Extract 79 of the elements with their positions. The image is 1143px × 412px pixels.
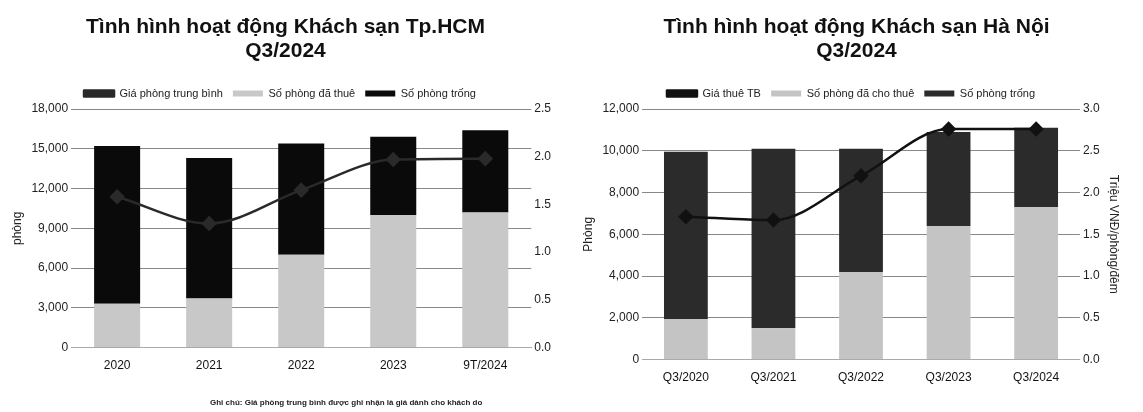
legend-label: Số phòng đã thuê: [268, 86, 356, 99]
point: [386, 152, 401, 167]
legend-label: Số phòng trống: [959, 86, 1036, 99]
y2-tick-label: 2.5: [534, 101, 552, 116]
point: [1028, 121, 1044, 137]
x-tick-label: 2020: [103, 358, 131, 373]
y2-tick-label: 1.0: [534, 244, 552, 259]
point: [201, 216, 217, 231]
y2-tick-label: 3.0: [1082, 101, 1100, 116]
y-tick-label: 12,000: [602, 101, 640, 116]
bar: [751, 328, 796, 360]
point: [293, 182, 309, 198]
y2-tick-label: 2.0: [534, 149, 552, 164]
bar: [94, 303, 141, 348]
y-tick-label: 6,000: [609, 226, 640, 241]
bar: [839, 271, 883, 360]
y-tick-label: 3,000: [38, 300, 69, 315]
bar: [1014, 127, 1059, 208]
x-tick-label: Q3/2021: [750, 370, 797, 385]
y-tick-label: 2,000: [609, 310, 640, 325]
y2-tick-label: 0.5: [534, 292, 552, 307]
y2-tick-label: 0.5: [1082, 310, 1100, 325]
bar: [663, 151, 708, 319]
y-tick-label: 4,000: [609, 268, 640, 283]
point: [766, 212, 781, 228]
bar: [751, 148, 796, 329]
bar: [186, 158, 233, 299]
bar: [370, 215, 417, 348]
x-tick-label: 2022: [287, 358, 315, 373]
legend-label: Số phòng trống: [400, 86, 476, 99]
y-tick-label: 0: [632, 351, 640, 366]
x-tick-label: 2021: [195, 358, 223, 373]
bar: [462, 130, 509, 213]
point: [478, 151, 493, 166]
chart-title: Tình hình hoạt động Khách sạn Tp.HCM Q3/2024: [85, 14, 486, 63]
y-axis-title: Phòng: [580, 216, 595, 252]
bar: [278, 143, 325, 255]
x-tick-label: Q3/2020: [662, 370, 710, 385]
text: Ghi chú: Giá phòng trung bình được ghi nhận là giá dành cho khách do: [210, 398, 483, 407]
y-tick-label: 8,000: [609, 184, 640, 199]
y-tick-label: 6,000: [38, 260, 69, 275]
legend-label: Giá phòng trung bình: [119, 86, 223, 99]
bar: [663, 318, 708, 360]
x-tick-label: Q3/2022: [837, 370, 885, 385]
y-tick-label: 18,000: [31, 101, 69, 116]
legend-label: Số phòng đã cho thuê: [806, 86, 915, 99]
x-tick-label: Q3/2024: [1013, 370, 1060, 385]
y-tick-label: 15,000: [31, 141, 69, 156]
bar: [370, 136, 417, 216]
chart-title: Tình hình hoạt động Khách sạn Hà Nội Q3/2024: [662, 14, 1051, 63]
y2-axis-title: Triệu VNĐ/phòng/đêm: [1107, 174, 1122, 294]
y-tick-label: 12,000: [31, 180, 69, 195]
point: [853, 168, 869, 184]
y2-tick-label: 1.0: [1082, 268, 1100, 283]
y2-tick-label: 1.5: [534, 196, 552, 211]
bar: [926, 131, 971, 226]
bar: [926, 225, 971, 360]
x-tick-label: Q3/2023: [925, 370, 972, 385]
point: [941, 121, 956, 137]
bar: [839, 148, 883, 272]
y-tick-label: 0: [61, 339, 69, 354]
y2-tick-label: 0.0: [534, 339, 552, 354]
bar: [462, 212, 509, 348]
x-tick-label: 2023: [379, 358, 407, 373]
y2-tick-label: 0.0: [1082, 351, 1100, 366]
legend-label: Giá thuê TB: [702, 86, 761, 99]
bar: [94, 146, 141, 304]
point: [109, 189, 125, 205]
y-axis-title: phòng: [9, 211, 24, 245]
y-tick-label: 9,000: [38, 220, 69, 235]
y2-tick-label: 2.5: [1082, 143, 1100, 158]
y-tick-label: 10,000: [602, 143, 640, 158]
x-tick-label: 9T/2024: [463, 358, 508, 373]
point: [678, 209, 694, 225]
y2-tick-label: 2.0: [1082, 184, 1100, 199]
y2-tick-label: 1.5: [1082, 226, 1100, 241]
bar: [278, 254, 325, 348]
bar: [186, 298, 233, 348]
bar: [1014, 207, 1059, 360]
